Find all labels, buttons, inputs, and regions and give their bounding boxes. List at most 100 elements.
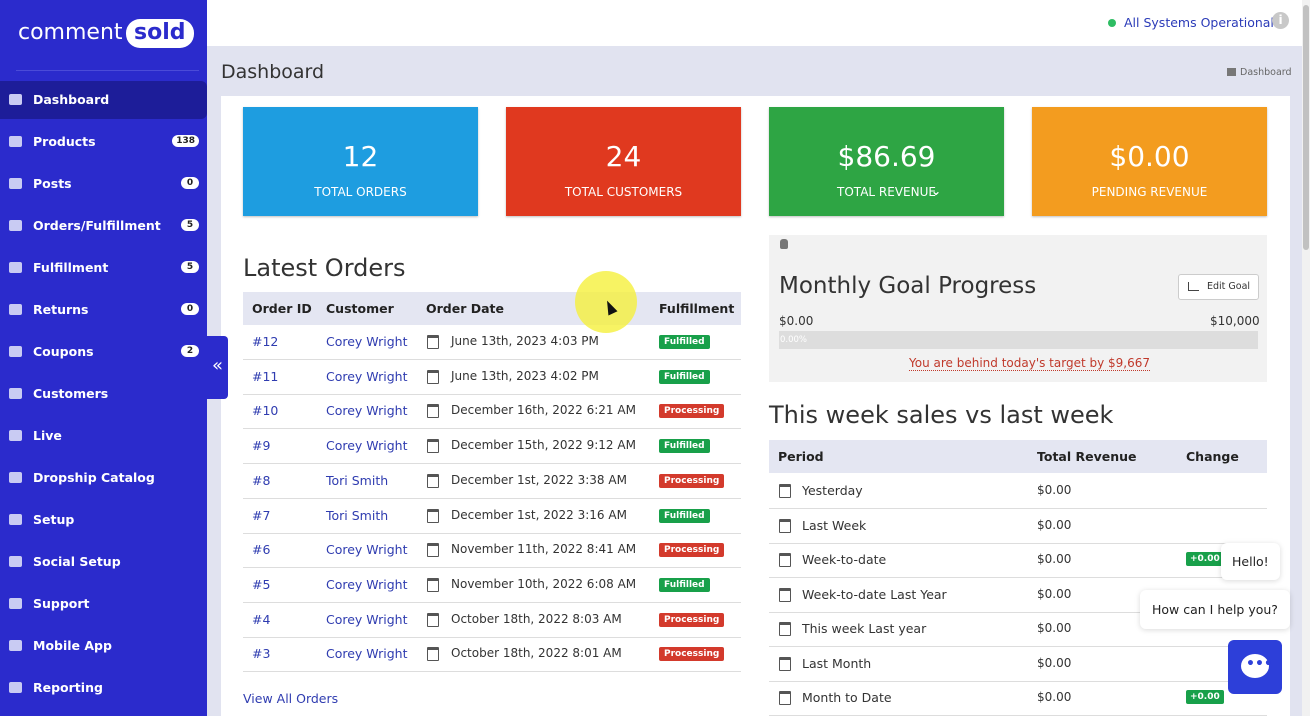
goal-note: You are behind today's target by $9,667 — [909, 356, 1151, 371]
status-dot — [1108, 19, 1116, 27]
period: Week-to-date Last Year — [802, 586, 947, 602]
row-divider — [769, 646, 1267, 647]
revenue-caret[interactable]: ⌄ — [931, 184, 942, 198]
calendar-icon — [427, 543, 439, 558]
nav-badge: 0 — [181, 177, 199, 189]
period: Month to Date — [802, 690, 892, 705]
nav-badge: 0 — [181, 303, 199, 315]
goal-min: $0.00 — [779, 314, 814, 328]
nav-item[interactable]: Dropship Catalog — [33, 470, 155, 485]
customer-link[interactable]: Corey Wright — [326, 611, 408, 627]
order-date: December 1st, 2022 3:16 AM — [451, 507, 627, 522]
page-title: Dashboard — [221, 61, 325, 83]
customer-link[interactable]: Corey Wright — [326, 403, 408, 419]
nav-icon — [9, 94, 22, 105]
progress-track — [779, 331, 1258, 349]
order-link[interactable]: #7 — [252, 507, 271, 523]
revenue: $0.00 — [1037, 483, 1072, 497]
nav-icon — [9, 262, 22, 273]
row-divider — [243, 428, 741, 430]
customer-link[interactable]: Tori Smith — [326, 507, 389, 523]
row-divider — [243, 636, 741, 638]
order-link[interactable]: #10 — [252, 403, 279, 419]
customer-link[interactable]: Corey Wright — [326, 542, 408, 558]
column-header: Order Date — [426, 301, 504, 316]
edit-goal-label[interactable]: Edit Goal — [1207, 281, 1251, 292]
customer-link[interactable]: Corey Wright — [326, 576, 408, 592]
nav-item[interactable]: Dashboard — [33, 92, 110, 107]
customer-link[interactable]: Tori Smith — [326, 472, 389, 488]
order-link[interactable]: #6 — [252, 542, 271, 558]
row-divider — [243, 497, 741, 499]
customer-link[interactable]: Corey Wright — [326, 438, 408, 454]
nav-badge: 2 — [181, 345, 199, 357]
breadcrumb: Dashboard — [1240, 67, 1292, 78]
nav-item[interactable]: Returns — [33, 302, 89, 317]
status-badge: Processing — [659, 612, 725, 627]
calendar-icon — [779, 622, 791, 636]
stat-value: $0.00 — [1109, 140, 1190, 173]
stat-card — [506, 107, 741, 216]
stat-value: 24 — [605, 140, 642, 173]
calendar-icon — [427, 473, 439, 488]
section-title: Latest Orders — [243, 254, 406, 282]
order-date: December 16th, 2022 6:21 AM — [451, 403, 636, 418]
order-link[interactable]: #4 — [252, 611, 271, 627]
table-header — [769, 440, 1267, 473]
nav-item[interactable]: Support — [33, 596, 90, 611]
stat-value: 12 — [342, 140, 379, 173]
nav-icon — [9, 388, 22, 399]
nav-icon — [9, 472, 22, 483]
nav-item[interactable]: Coupons — [33, 344, 94, 359]
view-all-link[interactable]: View All Orders — [243, 691, 339, 706]
row-divider — [243, 532, 741, 534]
chart-icon — [1188, 282, 1199, 291]
nav-item[interactable]: Setup — [33, 512, 75, 527]
revenue: $0.00 — [1037, 586, 1072, 601]
chat-dots: ••• — [1246, 656, 1273, 672]
order-link[interactable]: #5 — [252, 576, 271, 592]
row-divider — [769, 680, 1267, 682]
row-divider — [243, 359, 741, 360]
collapse-button[interactable]: « — [207, 336, 228, 399]
row-divider — [243, 671, 741, 673]
nav-item[interactable]: Customers — [33, 386, 109, 401]
order-date: November 10th, 2022 6:08 AM — [451, 576, 637, 591]
status-badge: Fulfilled — [659, 439, 710, 454]
customer-link[interactable]: Corey Wright — [326, 334, 408, 349]
calendar-icon — [427, 577, 439, 592]
status-link[interactable]: All Systems Operational — [1124, 15, 1274, 30]
calendar-icon — [427, 335, 439, 349]
edit-goal-button[interactable] — [1178, 274, 1259, 300]
nav-item[interactable]: Live — [33, 428, 62, 443]
calendar-icon — [779, 691, 791, 705]
nav-icon — [9, 178, 22, 189]
status-badge: Processing — [659, 473, 725, 488]
row-divider — [243, 601, 741, 603]
calendar-icon — [427, 647, 439, 662]
nav-icon — [9, 514, 22, 525]
nav-icon — [9, 220, 22, 231]
nav-item[interactable]: Posts — [33, 176, 72, 191]
nav-item[interactable]: Reporting — [33, 680, 103, 695]
order-link[interactable]: #8 — [252, 472, 271, 488]
nav-item[interactable]: Products — [33, 134, 96, 149]
order-date: June 13th, 2023 4:03 PM — [451, 334, 599, 348]
stat-card — [1032, 107, 1267, 216]
order-link[interactable]: #11 — [252, 368, 279, 384]
nav-badge: 5 — [181, 219, 199, 231]
order-link[interactable]: #3 — [252, 646, 271, 662]
order-link[interactable]: #9 — [252, 438, 271, 454]
nav-item[interactable]: Fulfillment — [33, 260, 109, 275]
nav-item[interactable]: Mobile App — [33, 638, 112, 653]
revenue: $0.00 — [1037, 552, 1072, 566]
nav-item[interactable]: Social Setup — [33, 554, 121, 569]
period: Last Month — [802, 655, 872, 671]
customer-link[interactable]: Corey Wright — [326, 646, 408, 662]
period: This week Last year — [802, 621, 927, 636]
nav-item[interactable]: Orders/Fulfillment — [33, 218, 161, 233]
column-header: Total Revenue — [1037, 449, 1137, 464]
customer-link[interactable]: Corey Wright — [326, 368, 408, 384]
order-link[interactable]: #12 — [252, 334, 279, 349]
